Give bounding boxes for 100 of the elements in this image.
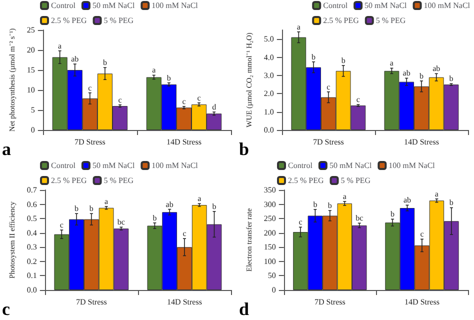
data-label: c xyxy=(326,82,331,92)
legend-label: 50 mM NaCl xyxy=(92,1,136,10)
text: a xyxy=(2,139,11,159)
data-label: a xyxy=(296,22,301,32)
x-tick-label: 14D Stress xyxy=(167,298,202,306)
legend-label: 50 mM NaCl xyxy=(364,1,408,10)
y-tick-label: 200 xyxy=(264,228,276,238)
y-tick-label: 0.3 xyxy=(26,242,37,252)
legend-label: 100 mM NaCl xyxy=(424,1,471,10)
y-tick-label: 3.0 xyxy=(264,70,274,80)
y-tick-label: 350 xyxy=(264,186,276,194)
legend-label: 2.5 % PEG xyxy=(51,176,87,185)
y-tick-label: 5 xyxy=(30,106,35,114)
y-tick-label: 0.1 xyxy=(26,271,37,280)
legend-label: 5 % PEG xyxy=(376,16,406,25)
data-label: c xyxy=(88,83,92,92)
data-label: c xyxy=(298,218,303,227)
y-tick-label: 2.0 xyxy=(264,89,274,98)
legend-label: Control xyxy=(51,1,76,10)
data-label: a xyxy=(104,196,109,206)
data-label: ab xyxy=(402,68,410,78)
y-tick-label: 25 xyxy=(26,26,35,34)
data-label: d xyxy=(212,102,216,112)
y-tick-label: 1.0 xyxy=(264,107,274,116)
x-tick-label: 14D Stress xyxy=(404,298,440,306)
legend-label: 2.5 % PEG xyxy=(51,16,87,25)
data-label: c xyxy=(118,95,122,104)
y-tick-label: 300 xyxy=(264,200,276,209)
x-tick-label: 7D Stress xyxy=(312,138,344,146)
data-label: ab xyxy=(71,54,79,64)
legend-label: 2.5 % PEG xyxy=(323,16,360,25)
data-label: b xyxy=(449,74,454,84)
data-label: b xyxy=(390,210,395,219)
data-label: c xyxy=(356,95,360,104)
data-label: ab xyxy=(432,64,440,74)
data-label: b xyxy=(74,204,79,214)
y-tick-label: 20 xyxy=(26,46,35,54)
x-tick-label: 14D Stress xyxy=(404,138,439,146)
data-label: c xyxy=(182,229,187,238)
data-label: c xyxy=(60,220,64,230)
y-tick-label: 5.0 xyxy=(264,34,274,44)
data-label: b xyxy=(152,213,157,222)
legend-label: Control xyxy=(288,161,314,170)
y-tick-label: 0.0 xyxy=(264,126,274,134)
data-label: bc xyxy=(356,214,364,223)
y-tick-label: 0.4 xyxy=(26,228,37,238)
y-tick-label: 150 xyxy=(264,242,276,252)
y-tick-label: 50 xyxy=(268,271,276,280)
y-tick-label: 250 xyxy=(264,214,276,224)
data-label: b xyxy=(166,73,171,82)
data-label: c xyxy=(420,230,424,239)
data-label: c xyxy=(182,96,186,106)
legend-label: 5 % PEG xyxy=(340,176,371,185)
legend-label: Control xyxy=(323,1,348,10)
legend-label: 5 % PEG xyxy=(104,16,134,25)
y-tick-label: 10 xyxy=(26,86,35,94)
x-tick-label: 7D Stress xyxy=(76,298,107,306)
text: b xyxy=(239,139,250,159)
y-tick-label: 0.7 xyxy=(26,186,37,194)
y-tick-label: 0 xyxy=(272,286,276,294)
y-tick-label: 0.2 xyxy=(26,256,37,266)
y-tick-label: 0.0 xyxy=(26,286,37,294)
data-label: a xyxy=(434,189,439,198)
legend-label: 50 mM NaCl xyxy=(329,161,372,170)
y-tick-label: 15 xyxy=(26,66,35,74)
data-label: b xyxy=(212,202,216,211)
data-label: a xyxy=(390,58,394,68)
data-label: b xyxy=(341,56,346,65)
x-tick-label: 7D Stress xyxy=(74,138,106,146)
data-label: b xyxy=(312,52,316,62)
y-tick-label: 100 xyxy=(264,256,276,266)
y-tick-label: 0.6 xyxy=(26,200,37,209)
data-label: b xyxy=(328,201,332,210)
text: d xyxy=(239,299,250,319)
data-label: b xyxy=(419,71,424,80)
y-tick-label: 0.5 xyxy=(26,214,37,224)
legend-label: Control xyxy=(51,161,76,170)
data-label: ab xyxy=(166,200,174,209)
y-tick-label: 0 xyxy=(30,126,35,134)
data-label: a xyxy=(342,192,347,201)
legend-label: 100 mM NaCl xyxy=(388,161,436,170)
text: c xyxy=(2,299,10,319)
legend-label: 100 mM NaCl xyxy=(152,1,199,10)
data-label: b xyxy=(102,58,107,68)
legend-label: 2.5 % PEG xyxy=(288,176,324,185)
data-label: bc xyxy=(117,218,126,227)
data-label: c xyxy=(197,93,202,102)
data-label: a xyxy=(198,194,202,204)
data-label: a xyxy=(152,66,156,75)
x-tick-label: 7D Stress xyxy=(314,298,346,306)
legend-label: 100 mM NaCl xyxy=(152,161,199,170)
data-label: b xyxy=(89,204,94,214)
data-label: b xyxy=(313,200,318,209)
y-tick-label: 4.0 xyxy=(264,52,274,62)
legend-label: 5 % PEG xyxy=(104,176,134,185)
data-label: b xyxy=(449,198,454,208)
data-label: ab xyxy=(403,196,412,205)
data-label: a xyxy=(58,41,62,50)
legend-label: 50 mM NaCl xyxy=(92,161,136,170)
x-tick-label: 14D Stress xyxy=(166,138,202,146)
